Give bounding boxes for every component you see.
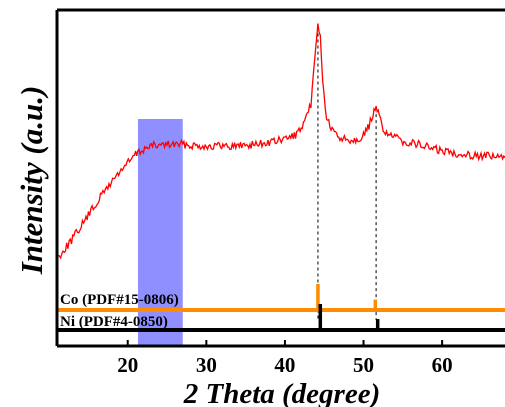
x-tick-label-30: 30: [196, 353, 217, 377]
reference-peak-1-1: [316, 284, 320, 310]
pattern-line: [56, 23, 505, 260]
x-axis-title: 2 Theta (degree): [183, 378, 381, 407]
axes: [55, 8, 505, 348]
reference-label-1: Co (PDF#15-0806): [60, 292, 179, 308]
reference-peak-2-2: [375, 319, 380, 330]
x-tick-label-60: 60: [432, 353, 453, 377]
x-tick-label-50: 50: [353, 353, 374, 377]
reference-peak-1-2: [373, 299, 378, 310]
x-tick-label-40: 40: [274, 353, 295, 377]
x-ticks: 20 30 40 50 60: [117, 340, 453, 377]
reference-peak-2-1: [318, 304, 323, 330]
y-axis-title: Intensity (a.u.): [14, 86, 49, 276]
guide-lines: [317, 33, 377, 320]
plot-area: [57, 10, 505, 346]
reference-label-2: Ni (PDF#4-0850): [60, 314, 168, 330]
reference-patterns: Co (PDF#15-0806) Ni (PDF#4-0850): [57, 284, 505, 332]
x-tick-label-20: 20: [117, 353, 138, 377]
diffraction-pattern: [56, 23, 505, 260]
